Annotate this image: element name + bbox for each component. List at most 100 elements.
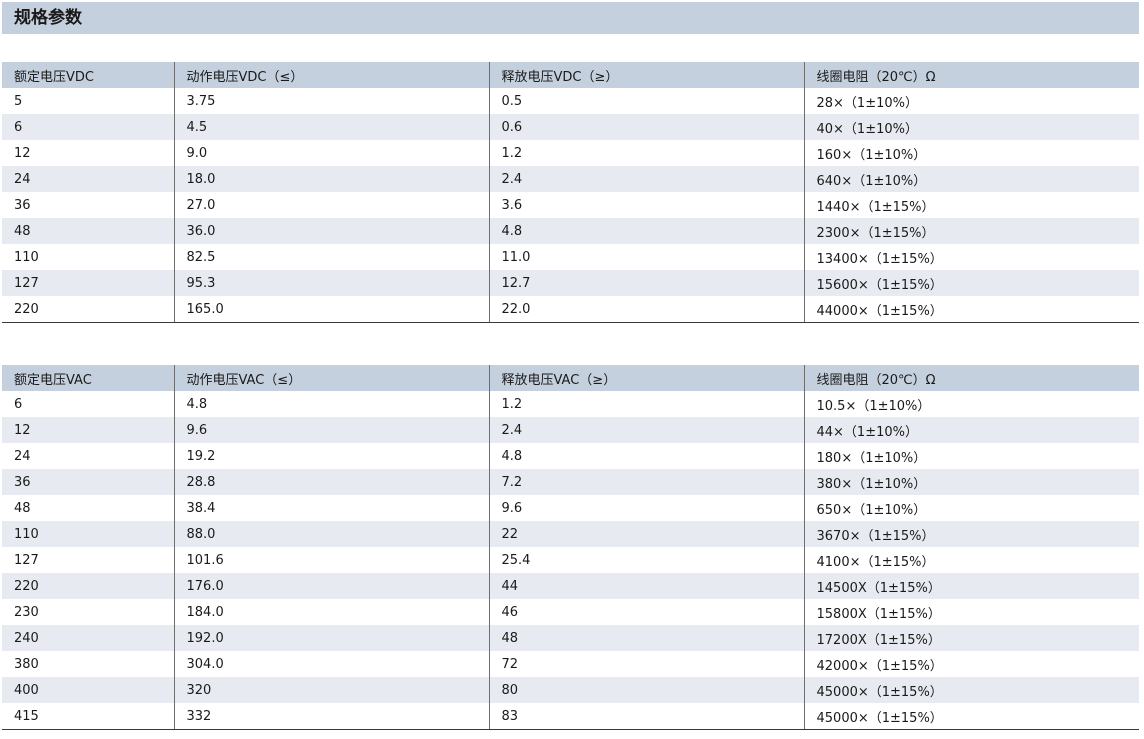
cell-release-voltage: 9.6 xyxy=(488,495,804,521)
cell-coil-resistance: 4100×（1±15%） xyxy=(803,547,1139,573)
cell-coil-resistance: 380×（1±10%） xyxy=(803,469,1139,495)
table-row: 12 9.0 1.2 160×（1±10%） xyxy=(2,140,1139,166)
table-header-row: 额定电压VAC 动作电压VAC（≤） 释放电压VAC（≥） 线圈电阻（20℃）Ω xyxy=(2,365,1139,391)
cell-rated-voltage: 220 xyxy=(2,296,174,323)
table-row: 5 3.75 0.5 28×（1±10%） xyxy=(2,88,1139,114)
table-row: 220 176.0 44 14500X（1±15%） xyxy=(2,573,1139,599)
cell-operate-voltage: 184.0 xyxy=(173,599,489,625)
cell-release-voltage: 83 xyxy=(488,703,804,730)
cell-operate-voltage: 165.0 xyxy=(173,296,489,323)
cell-operate-voltage: 28.8 xyxy=(173,469,489,495)
cell-release-voltage: 2.4 xyxy=(488,166,804,192)
cell-release-voltage: 4.8 xyxy=(488,218,804,244)
cell-coil-resistance: 17200X（1±15%） xyxy=(803,625,1139,651)
table-row: 127 101.6 25.4 4100×（1±15%） xyxy=(2,547,1139,573)
cell-release-voltage: 22 xyxy=(488,521,804,547)
cell-rated-voltage: 400 xyxy=(2,677,174,703)
header-release-voltage: 释放电压VDC（≥） xyxy=(488,62,804,88)
cell-release-voltage: 2.4 xyxy=(488,417,804,443)
cell-operate-voltage: 19.2 xyxy=(173,443,489,469)
cell-operate-voltage: 88.0 xyxy=(173,521,489,547)
cell-release-voltage: 46 xyxy=(488,599,804,625)
cell-release-voltage: 7.2 xyxy=(488,469,804,495)
header-operate-voltage: 动作电压VDC（≤） xyxy=(173,62,489,88)
cell-operate-voltage: 192.0 xyxy=(173,625,489,651)
cell-release-voltage: 22.0 xyxy=(488,296,804,323)
cell-coil-resistance: 13400×（1±15%） xyxy=(803,244,1139,270)
table-row: 240 192.0 48 17200X（1±15%） xyxy=(2,625,1139,651)
cell-coil-resistance: 640×（1±10%） xyxy=(803,166,1139,192)
cell-release-voltage: 1.2 xyxy=(488,140,804,166)
cell-operate-voltage: 4.5 xyxy=(173,114,489,140)
cell-rated-voltage: 36 xyxy=(2,192,174,218)
table-row: 230 184.0 46 15800X（1±15%） xyxy=(2,599,1139,625)
header-rated-voltage: 额定电压VDC xyxy=(2,62,174,88)
dc-table-body: 5 3.75 0.5 28×（1±10%） 6 4.5 0.6 40×（1±10%） 12 9.0… xyxy=(2,88,1139,323)
cell-coil-resistance: 40×（1±10%） xyxy=(803,114,1139,140)
cell-release-voltage: 0.5 xyxy=(488,88,804,114)
cell-operate-voltage: 101.6 xyxy=(173,547,489,573)
cell-rated-voltage: 380 xyxy=(2,651,174,677)
header-release-voltage: 释放电压VAC（≥） xyxy=(488,365,804,391)
cell-operate-voltage: 304.0 xyxy=(173,651,489,677)
cell-rated-voltage: 24 xyxy=(2,166,174,192)
header-coil-resistance: 线圈电阻（20℃）Ω xyxy=(803,62,1139,88)
cell-operate-voltage: 18.0 xyxy=(173,166,489,192)
cell-coil-resistance: 10.5×（1±10%） xyxy=(803,391,1139,417)
header-coil-resistance: 线圈电阻（20℃）Ω xyxy=(803,365,1139,391)
table-row: 110 88.0 22 3670×（1±15%） xyxy=(2,521,1139,547)
cell-coil-resistance: 650×（1±10%） xyxy=(803,495,1139,521)
ac-spec-table: 额定电压VAC 动作电压VAC（≤） 释放电压VAC（≥） 线圈电阻（20℃）Ω… xyxy=(2,365,1139,730)
cell-rated-voltage: 48 xyxy=(2,495,174,521)
cell-release-voltage: 48 xyxy=(488,625,804,651)
cell-rated-voltage: 127 xyxy=(2,270,174,296)
table-row: 380 304.0 72 42000×（1±15%） xyxy=(2,651,1139,677)
cell-operate-voltage: 4.8 xyxy=(173,391,489,417)
table-row: 48 38.4 9.6 650×（1±10%） xyxy=(2,495,1139,521)
cell-coil-resistance: 160×（1±10%） xyxy=(803,140,1139,166)
cell-coil-resistance: 3670×（1±15%） xyxy=(803,521,1139,547)
cell-coil-resistance: 45000×（1±15%） xyxy=(803,677,1139,703)
table-row: 48 36.0 4.8 2300×（1±15%） xyxy=(2,218,1139,244)
cell-release-voltage: 72 xyxy=(488,651,804,677)
cell-release-voltage: 11.0 xyxy=(488,244,804,270)
cell-operate-voltage: 176.0 xyxy=(173,573,489,599)
cell-coil-resistance: 15800X（1±15%） xyxy=(803,599,1139,625)
cell-rated-voltage: 220 xyxy=(2,573,174,599)
cell-release-voltage: 0.6 xyxy=(488,114,804,140)
table-row: 415 332 83 45000×（1±15%） xyxy=(2,703,1139,730)
table-row: 127 95.3 12.7 15600×（1±15%） xyxy=(2,270,1139,296)
cell-coil-resistance: 180×（1±10%） xyxy=(803,443,1139,469)
cell-rated-voltage: 6 xyxy=(2,114,174,140)
cell-coil-resistance: 44000×（1±15%） xyxy=(803,296,1139,323)
table-row: 400 320 80 45000×（1±15%） xyxy=(2,677,1139,703)
cell-operate-voltage: 9.0 xyxy=(173,140,489,166)
table-header-row: 额定电压VDC 动作电压VDC（≤） 释放电压VDC（≥） 线圈电阻（20℃）Ω xyxy=(2,62,1139,88)
cell-rated-voltage: 24 xyxy=(2,443,174,469)
table-row: 24 18.0 2.4 640×（1±10%） xyxy=(2,166,1139,192)
cell-release-voltage: 80 xyxy=(488,677,804,703)
table-row: 6 4.8 1.2 10.5×（1±10%） xyxy=(2,391,1139,417)
cell-rated-voltage: 230 xyxy=(2,599,174,625)
cell-coil-resistance: 14500X（1±15%） xyxy=(803,573,1139,599)
cell-rated-voltage: 110 xyxy=(2,521,174,547)
cell-operate-voltage: 82.5 xyxy=(173,244,489,270)
cell-coil-resistance: 45000×（1±15%） xyxy=(803,703,1139,730)
cell-operate-voltage: 36.0 xyxy=(173,218,489,244)
cell-operate-voltage: 95.3 xyxy=(173,270,489,296)
section-title: 规格参数 xyxy=(2,2,1139,34)
cell-release-voltage: 12.7 xyxy=(488,270,804,296)
cell-release-voltage: 1.2 xyxy=(488,391,804,417)
cell-coil-resistance: 42000×（1±15%） xyxy=(803,651,1139,677)
dc-spec-table: 额定电压VDC 动作电压VDC（≤） 释放电压VDC（≥） 线圈电阻（20℃）Ω… xyxy=(2,62,1139,323)
cell-coil-resistance: 15600×（1±15%） xyxy=(803,270,1139,296)
header-rated-voltage: 额定电压VAC xyxy=(2,365,174,391)
ac-table-body: 6 4.8 1.2 10.5×（1±10%） 12 9.6 2.4 44×（1±10%） 24 1… xyxy=(2,391,1139,730)
cell-rated-voltage: 415 xyxy=(2,703,174,730)
table-row: 36 28.8 7.2 380×（1±10%） xyxy=(2,469,1139,495)
cell-coil-resistance: 1440×（1±15%） xyxy=(803,192,1139,218)
table-row: 110 82.5 11.0 13400×（1±15%） xyxy=(2,244,1139,270)
cell-rated-voltage: 5 xyxy=(2,88,174,114)
cell-release-voltage: 25.4 xyxy=(488,547,804,573)
cell-release-voltage: 44 xyxy=(488,573,804,599)
